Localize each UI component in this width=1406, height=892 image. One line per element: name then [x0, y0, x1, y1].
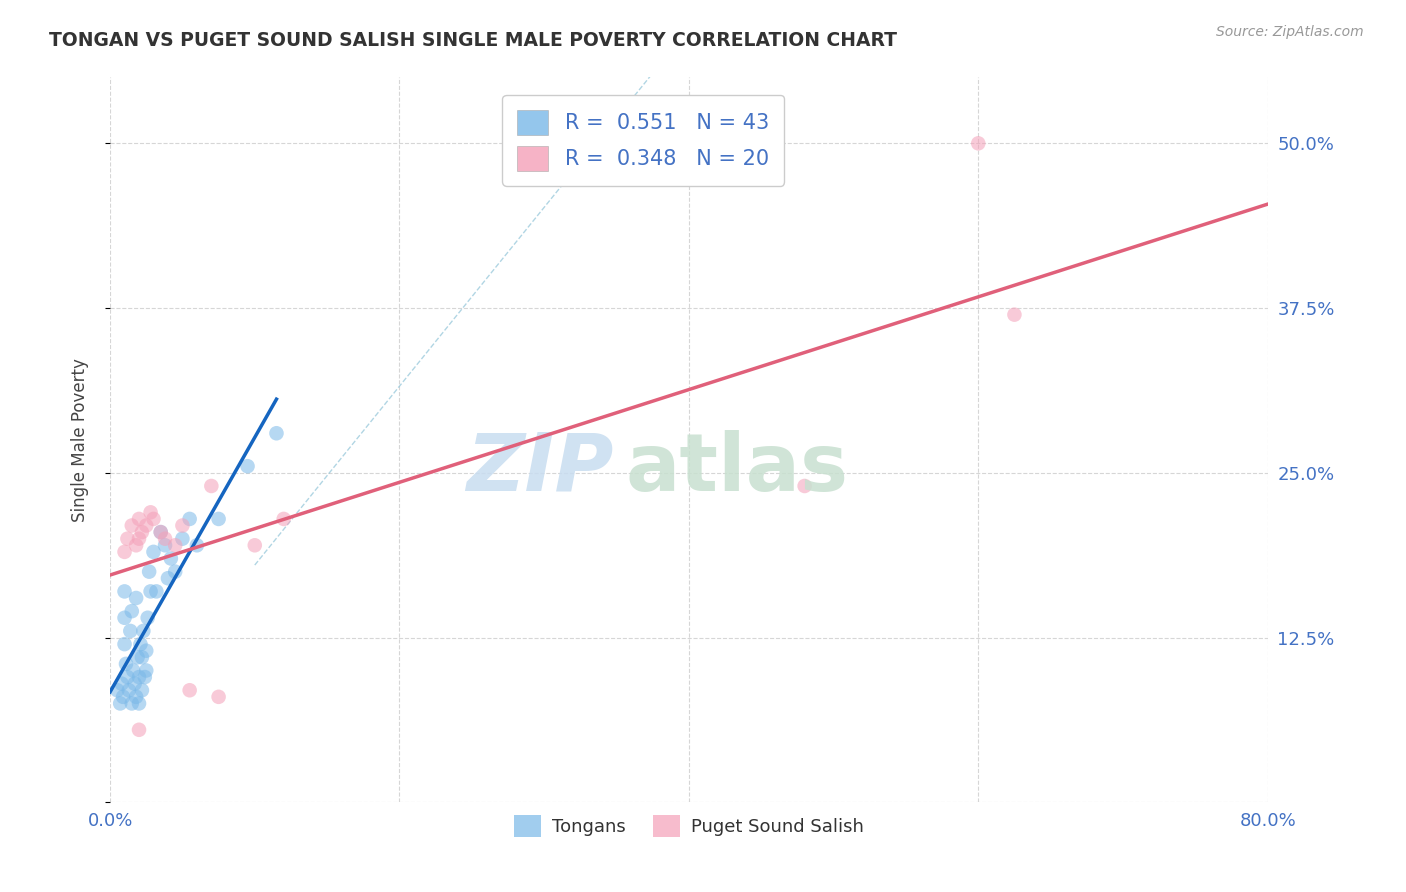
Point	[135, 518, 157, 533]
Point	[124, 676, 146, 690]
Point	[128, 697, 150, 711]
Point	[111, 676, 134, 690]
Point	[139, 505, 162, 519]
Point	[160, 551, 183, 566]
Point	[105, 683, 128, 698]
Point	[165, 565, 187, 579]
Point	[172, 532, 194, 546]
Point	[115, 657, 138, 671]
Point	[156, 571, 179, 585]
Point	[179, 683, 201, 698]
Point	[112, 690, 135, 704]
Point	[128, 723, 150, 737]
Point	[114, 545, 136, 559]
Text: ZIP: ZIP	[467, 430, 613, 508]
Point	[1004, 308, 1026, 322]
Point	[128, 532, 150, 546]
Point	[131, 683, 153, 698]
Point	[207, 512, 229, 526]
Point	[153, 538, 176, 552]
Point	[793, 479, 815, 493]
Point	[114, 637, 136, 651]
Point	[131, 650, 153, 665]
Point	[153, 532, 176, 546]
Point	[117, 532, 139, 546]
Point	[142, 545, 165, 559]
Point	[122, 664, 145, 678]
Point	[128, 670, 150, 684]
Point	[165, 538, 187, 552]
Legend: Tongans, Puget Sound Salish: Tongans, Puget Sound Salish	[508, 807, 870, 844]
Point	[118, 683, 141, 698]
Point	[136, 611, 159, 625]
Point	[127, 650, 149, 665]
Point	[125, 591, 148, 605]
Point	[186, 538, 208, 552]
Point	[114, 584, 136, 599]
Point	[149, 525, 172, 540]
Point	[117, 670, 139, 684]
Point	[108, 697, 131, 711]
Point	[134, 670, 156, 684]
Point	[120, 624, 142, 638]
Point	[135, 664, 157, 678]
Point	[142, 512, 165, 526]
Point	[145, 584, 167, 599]
Text: Source: ZipAtlas.com: Source: ZipAtlas.com	[1216, 25, 1364, 39]
Point	[125, 538, 148, 552]
Text: TONGAN VS PUGET SOUND SALISH SINGLE MALE POVERTY CORRELATION CHART: TONGAN VS PUGET SOUND SALISH SINGLE MALE…	[49, 31, 897, 50]
Point	[125, 690, 148, 704]
Point	[273, 512, 295, 526]
Text: atlas: atlas	[626, 430, 848, 508]
Point	[131, 525, 153, 540]
Point	[121, 697, 143, 711]
Point	[149, 525, 172, 540]
Point	[172, 518, 194, 533]
Point	[967, 136, 990, 151]
Point	[200, 479, 222, 493]
Point	[138, 565, 160, 579]
Point	[114, 611, 136, 625]
Point	[121, 518, 143, 533]
Point	[132, 624, 155, 638]
Point	[135, 643, 157, 657]
Point	[121, 604, 143, 618]
Point	[139, 584, 162, 599]
Point	[179, 512, 201, 526]
Point	[128, 512, 150, 526]
Point	[236, 459, 259, 474]
Point	[266, 426, 288, 441]
Y-axis label: Single Male Poverty: Single Male Poverty	[72, 358, 89, 522]
Point	[129, 637, 152, 651]
Point	[207, 690, 229, 704]
Point	[243, 538, 266, 552]
